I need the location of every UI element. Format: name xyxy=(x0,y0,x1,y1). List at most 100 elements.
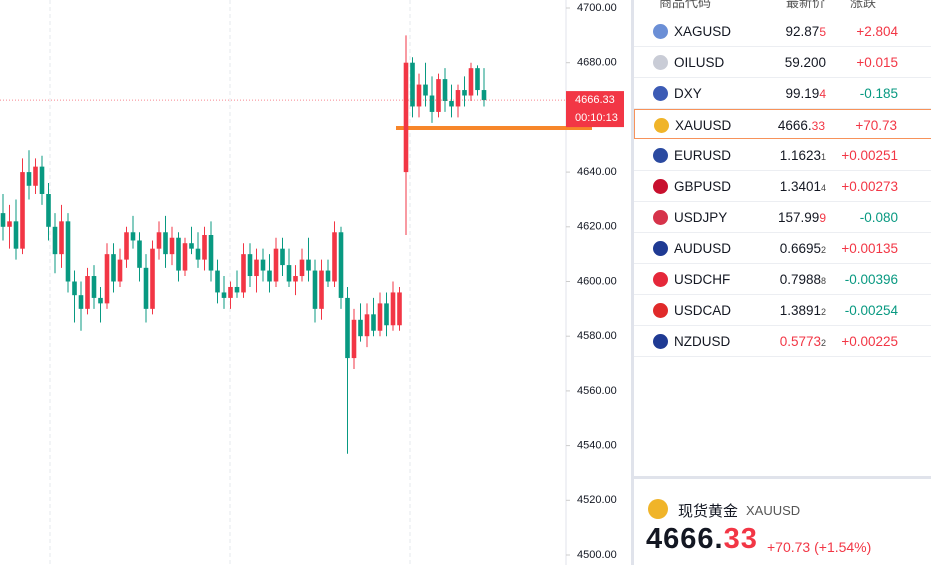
watchlist-row[interactable]: XAUUSD 4666.33 +70.73 xyxy=(634,109,931,139)
y-tick-label: 4500.00 xyxy=(577,549,617,561)
y-tick-label: 4600.00 xyxy=(577,275,617,287)
column-header: 商品代码 xyxy=(659,0,712,10)
change: +0.00225 xyxy=(841,334,898,349)
price-main: 59.200 xyxy=(784,55,826,70)
candle-body xyxy=(436,79,441,112)
candle-body xyxy=(13,221,19,249)
price-tail: 2 xyxy=(820,245,826,255)
price-main: 0.5773 xyxy=(779,334,821,349)
candle-body xyxy=(468,68,474,96)
countdown: 00:10:13 xyxy=(575,112,618,124)
change: +0.00135 xyxy=(841,241,898,256)
symbol-icon xyxy=(653,241,668,256)
candle-body xyxy=(273,248,279,282)
candle-body xyxy=(267,270,272,282)
candle-body xyxy=(221,292,227,298)
y-tick-label: 4700.00 xyxy=(577,2,617,14)
candle-body xyxy=(319,270,324,309)
candle-body xyxy=(65,221,71,282)
candle-body xyxy=(91,276,97,298)
candle-body xyxy=(26,172,32,186)
change: -0.080 xyxy=(859,210,898,225)
price-main: 4666. xyxy=(777,118,812,133)
price-tag xyxy=(566,91,624,128)
candle-body xyxy=(247,254,253,277)
candle-body xyxy=(169,237,175,255)
price-tail: 1 xyxy=(820,152,826,162)
candle-body xyxy=(111,254,116,282)
candle-body xyxy=(104,254,110,304)
symbol: USDCHF xyxy=(674,272,731,287)
candle-body xyxy=(449,100,454,107)
chart: 4700.004680.004660.004640.004620.004600.… xyxy=(0,0,624,565)
watchlist-row[interactable]: XAGUSD 92.875 +2.804 xyxy=(634,16,931,47)
candle-body xyxy=(481,90,487,101)
price-main: 99.19 xyxy=(785,86,820,101)
candle-body xyxy=(416,84,422,107)
watchlist-row[interactable]: OILUSD 59.200 +0.015 xyxy=(634,47,931,78)
watchlist-row[interactable]: USDCHF 0.79888 -0.00396 xyxy=(634,264,931,295)
symbol: XAUUSD xyxy=(675,118,732,133)
change: +0.015 xyxy=(856,55,898,70)
symbol-icon xyxy=(654,118,669,133)
candle-body xyxy=(364,314,370,337)
candle-body xyxy=(59,221,64,255)
y-tick-label: 4620.00 xyxy=(577,221,617,233)
watchlist-row[interactable]: GBPUSD 1.34014 +0.00273 xyxy=(634,171,931,202)
detail-name: 现货黄金 xyxy=(678,503,739,520)
price-tail: 33 xyxy=(811,119,825,133)
price: 0.79888 xyxy=(780,272,826,287)
price-tail: 4 xyxy=(820,183,826,193)
detail-icon xyxy=(648,499,668,519)
change: +70.73 xyxy=(855,118,897,133)
symbol-icon xyxy=(653,179,668,194)
candle-body xyxy=(325,270,331,282)
watchlist: 商品代码 最新价 涨跌 XAGUSD 92.875 +2.804 OILUSD 59.200 +… xyxy=(631,0,931,565)
detail-price-main: 4666. xyxy=(646,523,724,555)
candle-body xyxy=(124,232,129,260)
candle-body xyxy=(202,235,207,260)
price-tail: 2 xyxy=(820,307,826,317)
watchlist-row[interactable]: USDCAD 1.38912 -0.00254 xyxy=(634,295,931,326)
symbol: DXY xyxy=(674,86,702,101)
price-tag-label: 4666.33 xyxy=(575,94,615,106)
watchlist-row[interactable]: NZDUSD 0.57732 +0.00225 xyxy=(634,326,931,357)
candle-body xyxy=(143,267,149,309)
candle-body xyxy=(260,259,266,271)
price: 1.16231 xyxy=(780,148,826,163)
detail-price-tail: 33 xyxy=(723,523,758,555)
symbol: USDCAD xyxy=(674,303,732,318)
watchlist-row[interactable]: DXY 99.194 -0.185 xyxy=(634,78,931,109)
price: 4666.33 xyxy=(778,118,825,133)
price-tail: 8 xyxy=(820,276,826,286)
candle-body xyxy=(117,259,123,282)
change: +0.00273 xyxy=(841,179,898,194)
symbol: AUDUSD xyxy=(674,241,732,256)
candle-body xyxy=(137,240,142,268)
price-main: 0.7988 xyxy=(779,272,821,287)
candle-body xyxy=(195,248,201,260)
candle-body xyxy=(293,276,298,282)
symbol-icon xyxy=(653,272,668,287)
watchlist-row[interactable]: AUDUSD 0.66952 +0.00135 xyxy=(634,233,931,264)
candle-body xyxy=(241,254,246,293)
symbol-icon xyxy=(653,24,668,39)
detail-symbol: XAUUSD xyxy=(746,503,801,518)
candle-body xyxy=(150,248,155,309)
candle-body xyxy=(306,259,311,271)
column-header: 最新价 xyxy=(786,0,826,10)
candle-body xyxy=(20,172,25,249)
price-main: 1.1623 xyxy=(779,148,821,163)
symbol-icon xyxy=(653,55,668,70)
y-tick-label: 4640.00 xyxy=(577,166,617,178)
watchlist-row[interactable]: EURUSD 1.16231 +0.00251 xyxy=(634,140,931,171)
change: -0.185 xyxy=(859,86,898,101)
change: -0.00396 xyxy=(844,272,898,287)
price-tail: 2 xyxy=(820,338,826,348)
candle-body xyxy=(384,303,389,326)
change: +0.00251 xyxy=(841,148,898,163)
candle-body xyxy=(130,232,136,241)
candle-body xyxy=(377,303,383,331)
watchlist-row[interactable]: USDJPY 157.999 -0.080 xyxy=(634,202,931,233)
